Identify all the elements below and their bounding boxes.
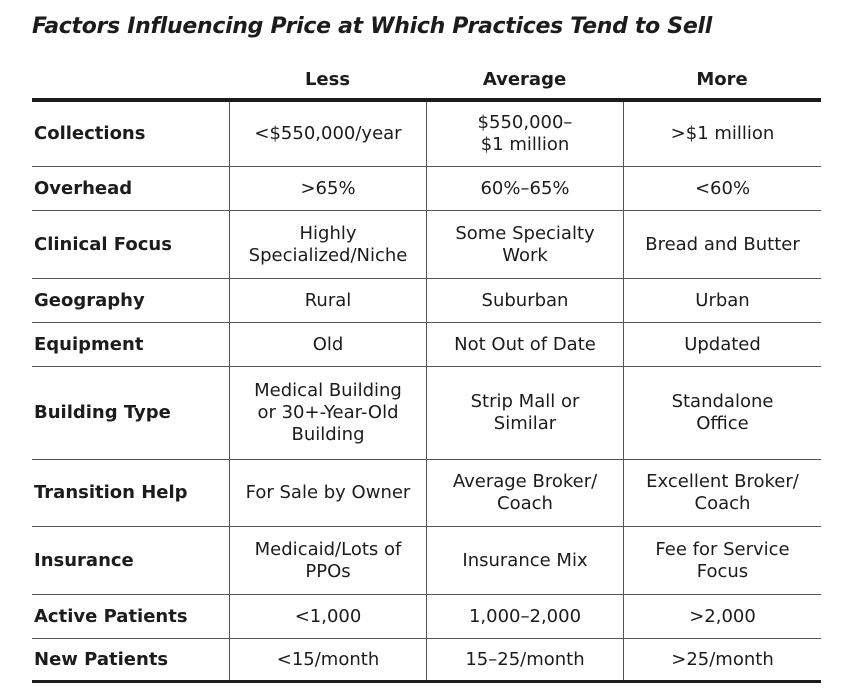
table-header-row: Less Average More	[32, 60, 821, 102]
cell-more: Updated	[623, 323, 821, 366]
table-row-active-patients: Active Patients <1,000 1,000–2,000 >2,00…	[32, 595, 821, 639]
row-label: Geography	[34, 289, 145, 311]
factors-table: Less Average More Collections <$550,000/…	[32, 60, 821, 683]
table-row-building-type: Building Type Medical Building or 30+-Ye…	[32, 367, 821, 460]
row-label: Clinical Focus	[34, 233, 172, 255]
cell-average: Insurance Mix	[426, 527, 623, 594]
row-label: Overhead	[34, 177, 133, 199]
cell-more: <60%	[623, 167, 821, 210]
cell-more: >2,000	[623, 595, 821, 638]
cell-average: Some Specialty Work	[426, 211, 623, 278]
table-row-insurance: Insurance Medicaid/Lots of PPOs Insuranc…	[32, 527, 821, 595]
table-title: Factors Influencing Price at Which Pract…	[32, 14, 712, 39]
cell-less: <15/month	[229, 639, 426, 680]
row-label: Insurance	[34, 549, 134, 571]
column-header-more: More	[696, 68, 748, 90]
table-row-new-patients: New Patients <15/month 15–25/month >25/m…	[32, 639, 821, 683]
cell-average: 15–25/month	[426, 639, 623, 680]
cell-less: For Sale by Owner	[229, 460, 426, 526]
row-label: Collections	[34, 123, 146, 144]
cell-more: Fee for Service Focus	[623, 527, 821, 594]
row-label: Building Type	[34, 402, 171, 423]
cell-less: <$550,000/year	[229, 102, 426, 166]
row-label: Equipment	[34, 333, 144, 355]
table-row-clinical-focus: Clinical Focus Highly Specialized/Niche …	[32, 211, 821, 279]
cell-less: Rural	[229, 279, 426, 322]
cell-more: Urban	[623, 279, 821, 322]
cell-less: Medicaid/Lots of PPOs	[229, 527, 426, 594]
cell-less: <1,000	[229, 595, 426, 638]
cell-less: Old	[229, 323, 426, 366]
cell-average: Suburban	[426, 279, 623, 322]
header-blank	[32, 60, 229, 98]
cell-more: >$1 million	[623, 102, 821, 166]
cell-more: Bread and Butter	[623, 211, 821, 278]
cell-less: Medical Building or 30+-Year-Old Buildin…	[229, 367, 426, 459]
cell-average: $550,000– $1 million	[426, 102, 623, 166]
cell-average: 60%–65%	[426, 167, 623, 210]
cell-more: Standalone Office	[623, 367, 821, 459]
table-row-geography: Geography Rural Suburban Urban	[32, 279, 821, 323]
table-row-equipment: Equipment Old Not Out of Date Updated	[32, 323, 821, 367]
column-header-less: Less	[304, 68, 351, 90]
table-row-overhead: Overhead >65% 60%–65% <60%	[32, 167, 821, 211]
cell-average: Average Broker/ Coach	[426, 460, 623, 526]
cell-less: Highly Specialized/Niche	[229, 211, 426, 278]
cell-more: Excellent Broker/ Coach	[623, 460, 821, 526]
row-label: New Patients	[34, 648, 169, 670]
cell-less: >65%	[229, 167, 426, 210]
row-label: Transition Help	[34, 482, 188, 503]
column-header-average: Average	[482, 68, 567, 90]
table-row-transition-help: Transition Help For Sale by Owner Averag…	[32, 460, 821, 527]
row-label: Active Patients	[34, 605, 188, 627]
table-row-collections: Collections <$550,000/year $550,000– $1 …	[32, 102, 821, 167]
cell-more: >25/month	[623, 639, 821, 680]
cell-average: 1,000–2,000	[426, 595, 623, 638]
cell-average: Not Out of Date	[426, 323, 623, 366]
cell-average: Strip Mall or Similar	[426, 367, 623, 459]
